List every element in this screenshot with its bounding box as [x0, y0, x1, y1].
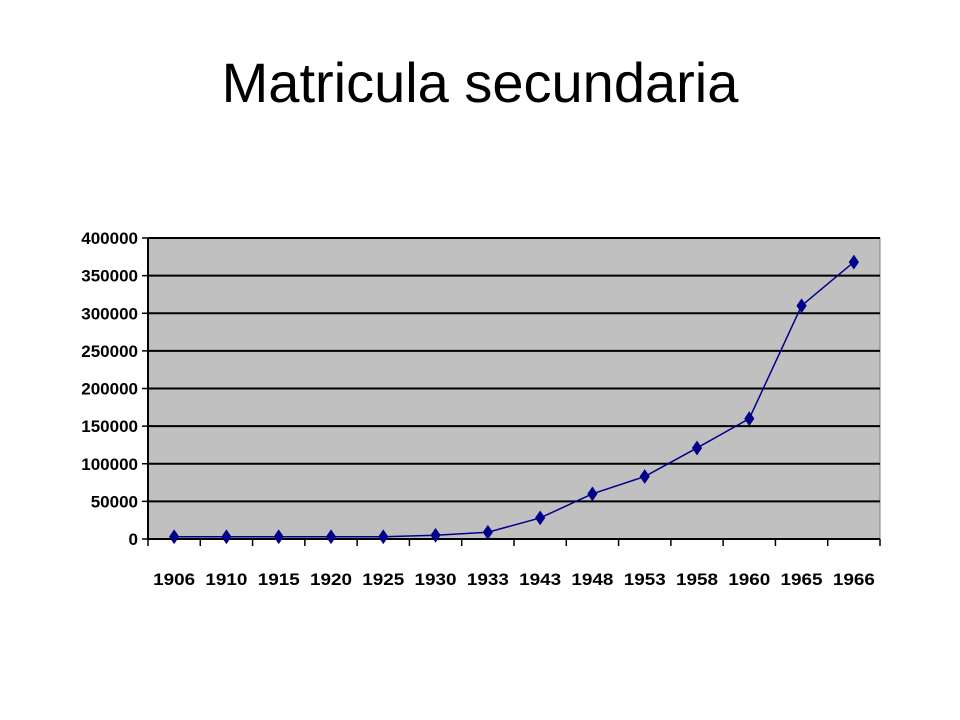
x-tick-label: 1920 — [310, 570, 352, 589]
y-tick-label: 350000 — [81, 267, 138, 286]
data-point-marker — [535, 510, 546, 526]
x-tick-label: 1925 — [362, 570, 404, 589]
data-point-marker — [482, 524, 493, 540]
x-tick-label: 1953 — [624, 570, 666, 589]
data-point-marker — [848, 254, 859, 270]
x-tick-label: 1965 — [781, 570, 823, 589]
x-tick-label: 1948 — [571, 570, 613, 589]
data-point-marker — [378, 529, 389, 545]
x-tick-label: 1930 — [415, 570, 457, 589]
y-tick-label: 250000 — [81, 342, 138, 361]
data-point-marker — [639, 469, 650, 484]
x-tick-label: 1906 — [153, 570, 195, 589]
y-tick-label: 400000 — [81, 229, 138, 248]
x-axis-ticks: 1906 1910 1915 1920 1925 1930 1933 1943 1948 1953… — [147, 539, 881, 589]
x-tick-label: 1915 — [258, 570, 300, 589]
data-point-marker — [273, 529, 284, 545]
data-point-marker — [325, 529, 337, 545]
x-tick-label: 1966 — [833, 570, 875, 589]
y-tick-label: 300000 — [81, 304, 138, 323]
y-tick-label: 100000 — [81, 455, 138, 474]
data-point-marker — [587, 486, 598, 502]
x-tick-label: 1958 — [676, 570, 718, 589]
series-group — [169, 254, 859, 545]
y-tick-label: 50000 — [91, 492, 138, 511]
y-tick-label: 0 — [129, 530, 138, 549]
y-tick-label: 200000 — [81, 380, 138, 399]
data-point-marker — [744, 411, 755, 426]
data-point-marker — [796, 298, 807, 314]
data-point-marker — [221, 529, 232, 545]
data-point-marker — [430, 527, 441, 543]
series-line — [174, 261, 855, 538]
y-axis-ticks: 0 50000 100000 150000 200000 250000 300000 3500… — [81, 229, 148, 549]
x-tick-label: 1933 — [467, 570, 509, 589]
x-tick-label: 1960 — [728, 570, 770, 589]
y-tick-label: 150000 — [81, 417, 138, 436]
slide-title: Matricula secundaria — [221, 51, 739, 114]
data-point-marker — [169, 529, 180, 545]
x-tick-label: 1910 — [205, 570, 247, 589]
x-tick-label: 1943 — [519, 570, 561, 589]
gridlines — [148, 237, 880, 503]
data-point-marker — [691, 440, 703, 456]
